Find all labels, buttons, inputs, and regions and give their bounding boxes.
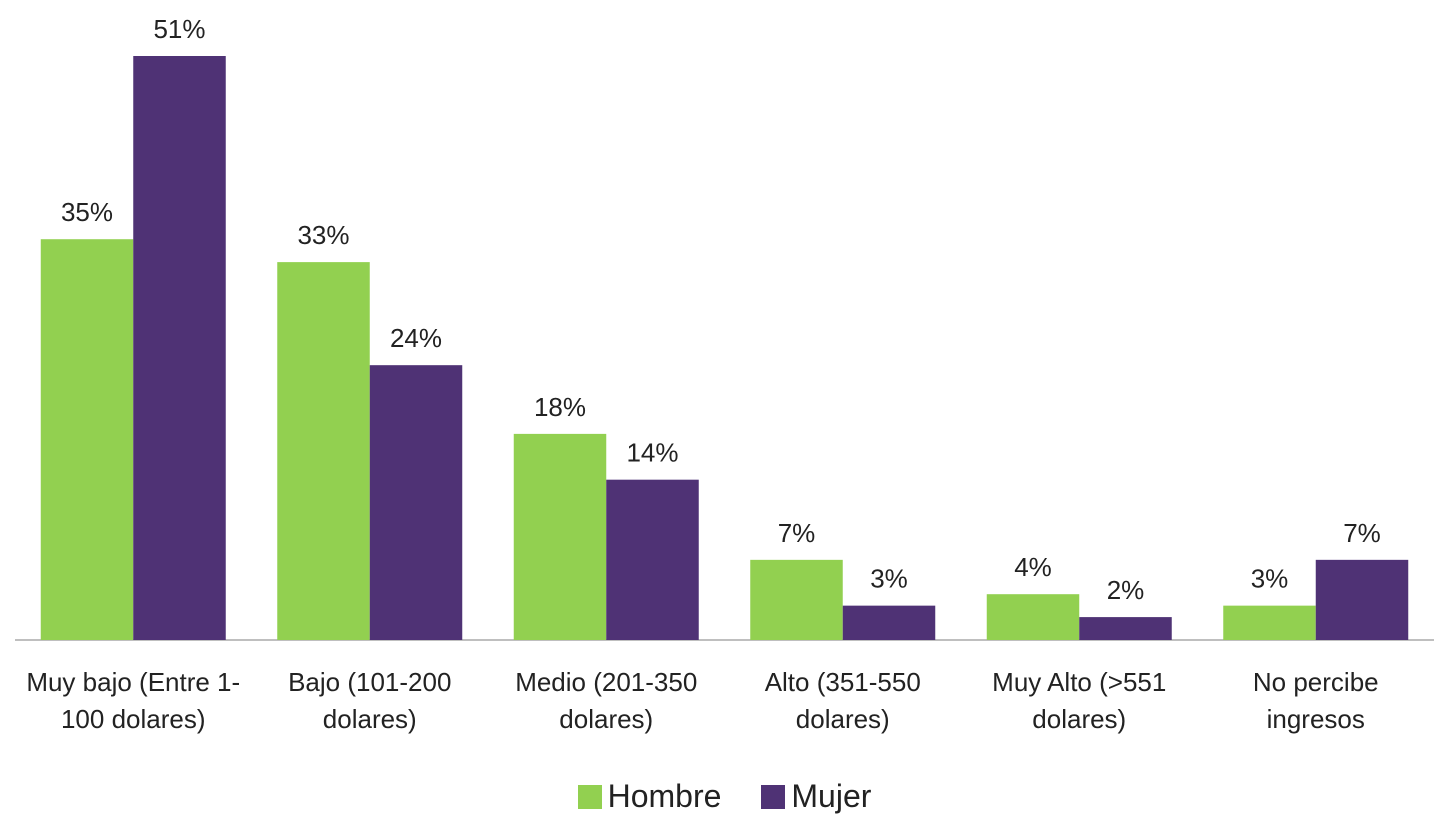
data-label: 3%	[1251, 564, 1289, 594]
bar	[513, 433, 607, 640]
data-label: 33%	[297, 220, 349, 250]
legend-label: Mujer	[791, 778, 872, 814]
bar	[133, 56, 226, 640]
legend-item: Hombre	[577, 778, 722, 815]
data-label: 51%	[153, 14, 205, 44]
bar	[277, 262, 370, 640]
data-label: 4%	[1014, 552, 1052, 582]
legend-label: Hombre	[607, 778, 722, 814]
x-tick-label: No percibe ingresos	[1252, 667, 1379, 734]
data-label: 18%	[534, 392, 586, 422]
bar	[40, 239, 134, 640]
bar	[750, 559, 843, 640]
x-tick-label: Muy bajo (Entre 1-100 dolares)	[26, 667, 241, 734]
x-tick-label: Medio (201-350 dolares)	[515, 667, 698, 734]
bar	[1223, 605, 1316, 640]
x-tick-label: Muy Alto (>551 dolares)	[992, 667, 1167, 734]
bar	[1079, 617, 1172, 640]
bar	[1315, 559, 1409, 640]
data-label: 14%	[626, 438, 678, 468]
bar	[606, 479, 699, 640]
legend-swatch	[761, 784, 786, 809]
data-label: 3%	[870, 564, 908, 594]
legend-item: Mujer	[761, 778, 871, 815]
data-label: 24%	[390, 323, 442, 353]
x-tick-label: Alto (351-550 dolares)	[764, 667, 921, 734]
legend-swatch	[577, 784, 602, 809]
data-label: 7%	[1343, 518, 1381, 548]
legend: Hombre Mujer	[0, 778, 1449, 815]
bar	[369, 365, 463, 640]
bar	[986, 594, 1080, 640]
x-tick-label: Bajo (101-200 dolares)	[288, 667, 452, 734]
bar	[842, 605, 936, 640]
data-label: 2%	[1107, 575, 1145, 605]
data-label: 7%	[778, 518, 816, 548]
data-label: 35%	[61, 197, 113, 227]
